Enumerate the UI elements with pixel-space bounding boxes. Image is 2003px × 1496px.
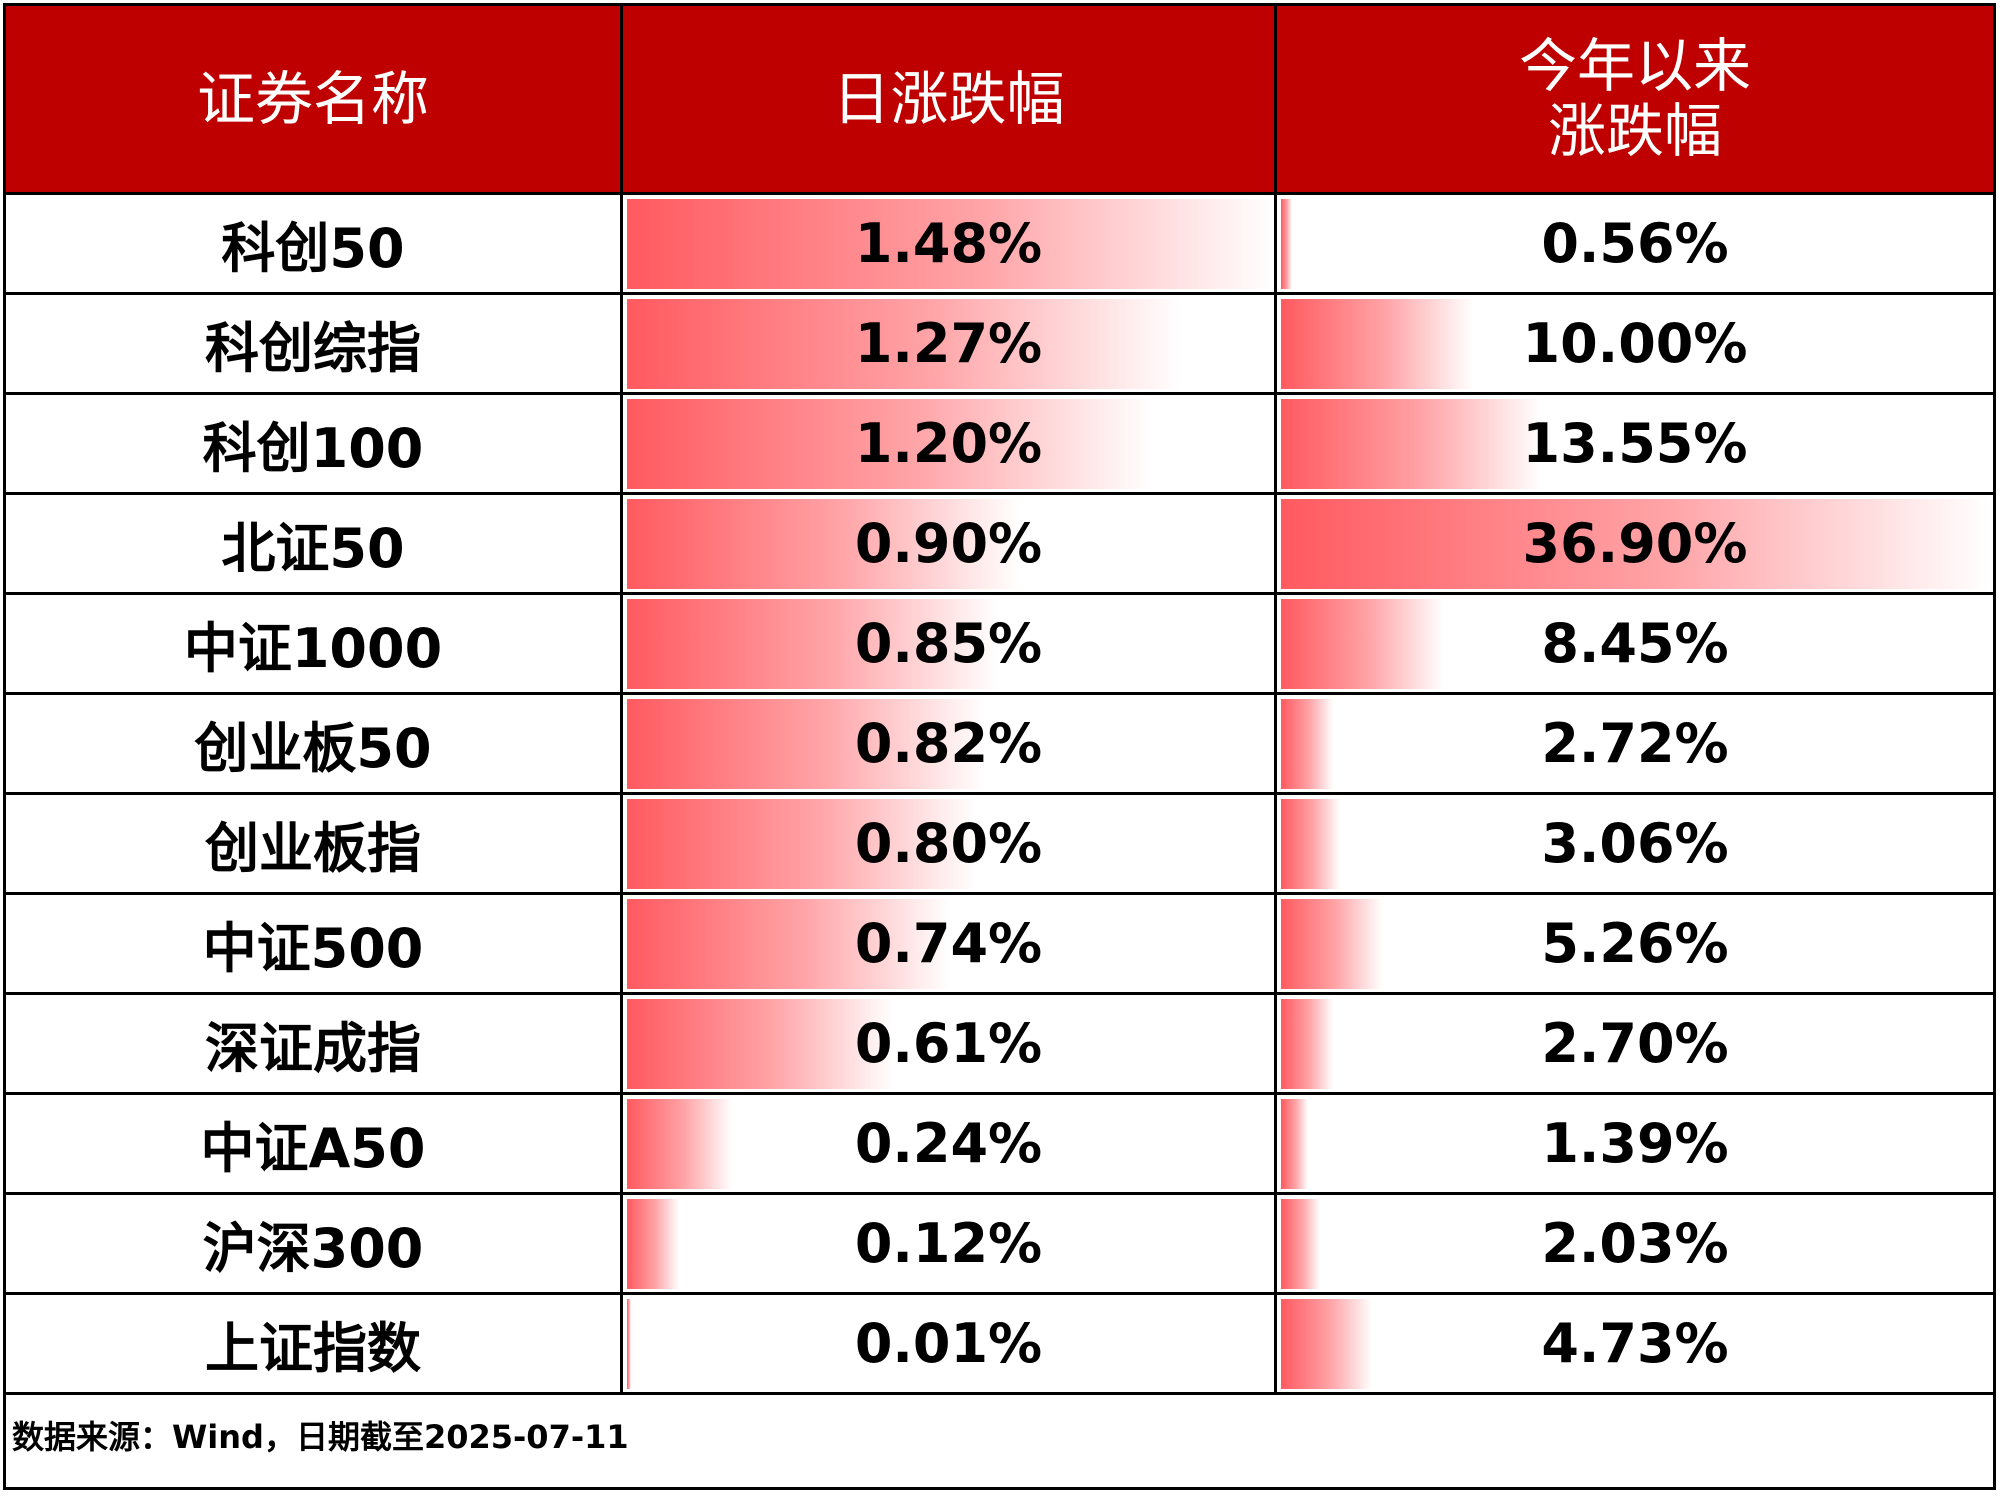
name-cell: 中证A50	[6, 1095, 623, 1195]
value-cell: 1.20%	[623, 395, 1277, 495]
name-cell: 创业板50	[6, 695, 623, 795]
value-cell: 0.56%	[1277, 195, 1993, 295]
value-label: 5.26%	[1541, 912, 1729, 975]
value-cell: 36.90%	[1277, 495, 1993, 595]
data-bar	[1281, 199, 1292, 289]
header-cell: 日涨跌幅	[623, 6, 1277, 195]
header-cell: 今年以来 涨跌幅	[1277, 6, 1993, 195]
value-cell: 0.01%	[623, 1295, 1277, 1395]
value-label: 0.61%	[854, 1012, 1043, 1075]
value-label: 1.39%	[1541, 1112, 1729, 1175]
value-cell: 0.74%	[623, 895, 1277, 995]
name-cell: 科创综指	[6, 295, 623, 395]
data-bar	[1281, 1199, 1320, 1289]
value-cell: 1.39%	[1277, 1095, 1993, 1195]
data-bar	[1281, 799, 1340, 889]
data-bar	[1281, 1099, 1308, 1189]
name-cell: 中证500	[6, 895, 623, 995]
data-bar	[1281, 899, 1382, 989]
value-label: 0.01%	[854, 1312, 1043, 1375]
value-label: 0.90%	[854, 512, 1043, 575]
value-cell: 0.85%	[623, 595, 1277, 695]
data-bar	[1281, 999, 1333, 1089]
name-cell: 科创100	[6, 395, 623, 495]
value-label: 2.70%	[1541, 1012, 1729, 1075]
value-cell: 1.48%	[623, 195, 1277, 295]
value-label: 36.90%	[1522, 512, 1748, 575]
data-bar	[627, 199, 1273, 289]
value-label: 0.82%	[854, 712, 1043, 775]
value-cell: 0.24%	[623, 1095, 1277, 1195]
value-label: 0.24%	[854, 1112, 1043, 1175]
data-bar	[1281, 599, 1444, 689]
value-label: 0.74%	[854, 912, 1043, 975]
value-label: 1.20%	[854, 412, 1043, 475]
name-cell: 创业板指	[6, 795, 623, 895]
data-bar	[1281, 699, 1334, 789]
data-bar	[627, 999, 894, 1089]
value-label: 10.00%	[1522, 312, 1748, 375]
value-label: 4.73%	[1541, 1312, 1729, 1375]
data-bar	[1281, 299, 1473, 389]
data-bar	[627, 1199, 680, 1289]
value-cell: 2.72%	[1277, 695, 1993, 795]
value-cell: 3.06%	[1277, 795, 1993, 895]
value-cell: 5.26%	[1277, 895, 1993, 995]
header-cell: 证券名称	[6, 6, 623, 195]
data-bar	[627, 299, 1182, 389]
data-bar	[1281, 399, 1541, 489]
data-bar	[1281, 1299, 1372, 1389]
data-bar	[627, 699, 985, 789]
value-cell: 1.27%	[623, 295, 1277, 395]
value-label: 0.12%	[854, 1212, 1043, 1275]
value-cell: 13.55%	[1277, 395, 1993, 495]
value-label: 2.72%	[1541, 712, 1729, 775]
value-label: 0.56%	[1541, 212, 1729, 275]
value-cell: 0.61%	[623, 995, 1277, 1095]
name-cell: 沪深300	[6, 1195, 623, 1295]
value-label: 8.45%	[1541, 612, 1729, 675]
data-bar	[627, 899, 950, 989]
source-note: 数据来源：Wind，日期截至2025-07-11	[12, 1418, 629, 1456]
data-bar	[627, 799, 977, 889]
value-label: 3.06%	[1541, 812, 1729, 875]
value-cell: 10.00%	[1277, 295, 1993, 395]
data-bar	[627, 399, 1151, 489]
value-label: 0.80%	[854, 812, 1043, 875]
value-cell: 2.03%	[1277, 1195, 1993, 1295]
value-cell: 0.80%	[623, 795, 1277, 895]
value-cell: 8.45%	[1277, 595, 1993, 695]
value-cell: 0.82%	[623, 695, 1277, 795]
value-label: 13.55%	[1522, 412, 1748, 475]
data-bar	[627, 1099, 732, 1189]
value-label: 2.03%	[1541, 1212, 1729, 1275]
data-bar	[627, 599, 998, 689]
data-bar	[627, 1299, 632, 1389]
value-cell: 0.12%	[623, 1195, 1277, 1295]
name-cell: 科创50	[6, 195, 623, 295]
name-cell: 深证成指	[6, 995, 623, 1095]
data-bar	[627, 499, 1020, 589]
value-cell: 4.73%	[1277, 1295, 1993, 1395]
name-cell: 上证指数	[6, 1295, 623, 1395]
value-label: 1.27%	[854, 312, 1043, 375]
value-label: 0.85%	[854, 612, 1043, 675]
name-cell: 中证1000	[6, 595, 623, 695]
table-frame: 证券名称 日涨跌幅 今年以来 涨跌幅科创50 1.48% 0.56% 科创综指 1.27% 1…	[3, 3, 1996, 1490]
value-cell: 2.70%	[1277, 995, 1993, 1095]
data-bar	[1281, 499, 1989, 589]
value-label: 1.48%	[854, 212, 1043, 275]
name-cell: 北证50	[6, 495, 623, 595]
value-cell: 0.90%	[623, 495, 1277, 595]
